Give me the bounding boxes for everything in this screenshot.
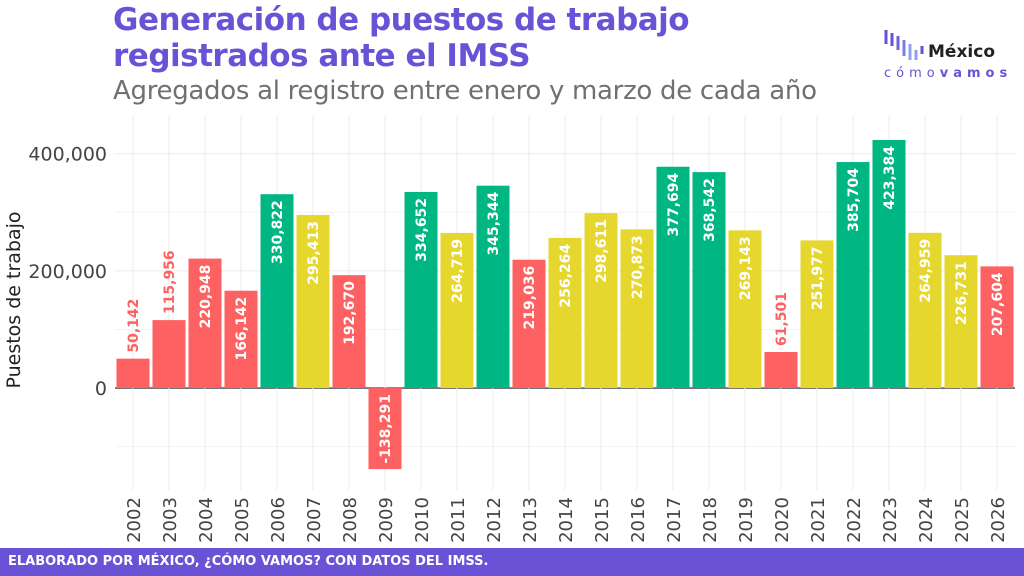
bar-2007: [296, 214, 330, 389]
data-labels: 50,142 115,956 220,948 166,142 330,822 295,41…: [126, 146, 1006, 464]
bar-2024: [908, 232, 942, 389]
x-tick-label: 2024: [916, 497, 937, 543]
bar-2009: [368, 388, 402, 470]
data-label: 264,959: [918, 239, 934, 303]
x-tick-label: 2020: [772, 497, 793, 543]
x-tick-label: 2009: [376, 497, 397, 543]
bar-2003: [152, 320, 186, 389]
footer-credit: ELABORADO POR MÉXICO, ¿CÓMO VAMOS? CON D…: [0, 548, 1024, 576]
data-label: 270,873: [630, 235, 646, 299]
x-tick-label: 2006: [268, 497, 289, 543]
x-tick-label: 2012: [484, 497, 505, 543]
data-label: 269,143: [738, 236, 754, 300]
bar-chart: 50,142 115,956 220,948 166,142 330,822 295,41…: [3, 115, 1015, 543]
bar-2008: [332, 275, 366, 389]
data-label: 220,948: [198, 265, 214, 329]
bar-2020: [764, 352, 798, 389]
logo-bars-icon: [884, 30, 924, 60]
bar-2018: [692, 172, 726, 389]
bar-2006: [260, 194, 294, 389]
data-label: 256,264: [558, 244, 574, 308]
x-tick-label: 2010: [412, 497, 433, 543]
x-tick-label: 2008: [340, 497, 361, 543]
logo-word: México: [928, 42, 995, 62]
data-label: 385,704: [846, 168, 862, 232]
bar-2002: [116, 358, 150, 389]
data-label: 330,822: [270, 200, 286, 264]
y-tick-label: 400,000: [28, 144, 107, 166]
bar-2023: [872, 139, 906, 389]
data-label: 50,142: [126, 299, 142, 353]
x-tick-label: 2025: [952, 497, 973, 543]
bar-2011: [440, 232, 474, 389]
logo-sub-light: cómo: [884, 66, 940, 81]
x-tick-label: 2015: [592, 497, 613, 543]
bar-2013: [512, 259, 546, 389]
x-tick-label: 2018: [700, 497, 721, 543]
x-tick-label: 2004: [196, 497, 217, 543]
mexico-como-vamos-logo: México cómovamos: [884, 28, 1014, 88]
data-label: 298,611: [594, 219, 610, 283]
data-label: -138,291: [378, 394, 394, 464]
data-label: 334,652: [414, 198, 430, 262]
title-line-2: registrados ante el IMSS: [113, 38, 531, 74]
x-tick-label: 2007: [304, 497, 325, 543]
data-label: 251,977: [810, 246, 826, 310]
data-label: 115,956: [162, 250, 178, 314]
chart-title: Generación de puestos de trabajo registr…: [113, 2, 690, 74]
data-label: 368,542: [702, 178, 718, 242]
x-tick-label: 2002: [124, 497, 145, 543]
x-tick-label: 2026: [988, 497, 1009, 543]
bars: [116, 139, 1014, 470]
x-tick-label: 2017: [664, 497, 685, 543]
data-label: 226,731: [954, 261, 970, 325]
bar-2019: [728, 230, 762, 389]
data-label: 219,036: [522, 266, 538, 330]
x-tick-label: 2023: [880, 497, 901, 543]
x-tick-label: 2011: [448, 497, 469, 543]
bar-2026: [980, 266, 1014, 389]
bar-2012: [476, 185, 510, 389]
bar-2021: [800, 240, 834, 389]
data-label: 207,604: [990, 272, 1006, 336]
y-tick-label: 0: [95, 378, 107, 400]
data-label: 192,670: [342, 281, 358, 345]
bar-2015: [584, 213, 618, 389]
bar-2014: [548, 237, 582, 389]
chart-subtitle: Agregados al registro entre enero y marz…: [113, 76, 817, 106]
data-label: 295,413: [306, 221, 322, 285]
bar-2022: [836, 162, 870, 389]
data-label: 377,694: [666, 172, 682, 236]
x-tick-label: 2019: [736, 497, 757, 543]
data-label: 423,384: [882, 146, 898, 210]
bar-2004: [188, 258, 222, 389]
x-tick-label: 2005: [232, 497, 253, 543]
data-label: 264,719: [450, 239, 466, 303]
bar-2017: [656, 166, 690, 389]
bar-2010: [404, 191, 438, 389]
bar-2025: [944, 255, 978, 389]
data-label: 345,344: [486, 191, 502, 255]
y-axis-label: Puestos de trabajo: [3, 211, 25, 388]
axes: 0 200,000 400,000 2002 2003 2004 2005 2006 2007 2…: [28, 144, 1009, 543]
x-tick-label: 2022: [844, 497, 865, 543]
title-line-1: Generación de puestos de trabajo: [113, 2, 690, 38]
bar-2016: [620, 229, 654, 389]
logo-sub-bold: vamos: [939, 66, 1013, 81]
x-tick-label: 2014: [556, 497, 577, 543]
logo-sub: cómovamos: [884, 66, 1012, 81]
x-tick-label: 2013: [520, 497, 541, 543]
data-label: 61,501: [774, 292, 790, 346]
x-tick-label: 2021: [808, 497, 829, 543]
y-tick-label: 200,000: [28, 261, 107, 283]
data-label: 166,142: [234, 297, 250, 361]
x-tick-label: 2016: [628, 497, 649, 543]
bar-2005: [224, 290, 258, 389]
x-tick-label: 2003: [160, 497, 181, 543]
